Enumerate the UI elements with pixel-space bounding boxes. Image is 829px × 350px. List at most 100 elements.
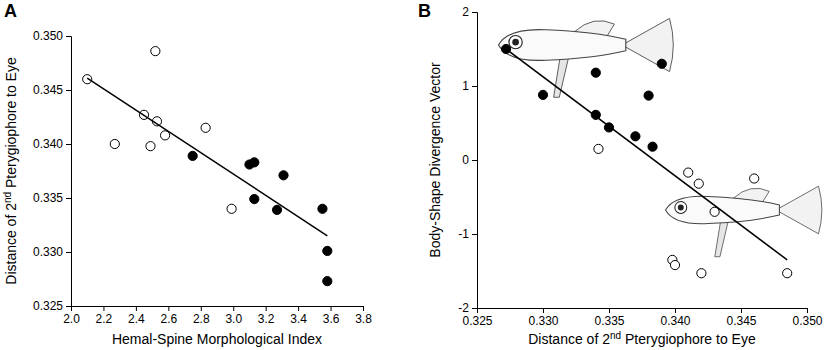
- y-tick-mark: [472, 234, 477, 235]
- x-tick-label: 3.6: [323, 312, 340, 326]
- point: [694, 179, 703, 188]
- y-tick: -1: [458, 227, 477, 241]
- y-tick-label: 0.340: [33, 137, 63, 151]
- y-tick-label: -2: [458, 301, 469, 315]
- fit-line: [506, 49, 787, 260]
- x-tick-mark: [298, 306, 299, 311]
- point: [594, 144, 603, 153]
- x-axis: 2.0 2.2 2.4 2.6 2.8 3.0 3.2 3.4 3.6 3.8: [63, 306, 372, 326]
- panel-title: B: [418, 1, 431, 21]
- x-tick: 0.350: [792, 308, 822, 328]
- y-axis-line: [472, 13, 478, 309]
- y-tick: 0.350: [33, 29, 71, 43]
- panel: B0.3250.3300.3350.3400.3450.350-2-1012Di…: [418, 1, 823, 347]
- x-tick-label: 2.2: [96, 312, 113, 326]
- point: [750, 174, 759, 183]
- y-tick-label: 0: [462, 153, 469, 167]
- fit-line: [87, 78, 327, 236]
- point: [250, 194, 259, 203]
- x-tick-label: 0.350: [792, 314, 822, 328]
- x-tick-label: 0.335: [594, 314, 624, 328]
- y-tick-mark: [66, 306, 71, 307]
- x-tick: 3.4: [290, 306, 307, 326]
- point: [250, 158, 259, 167]
- x-tick-label: 3.0: [225, 312, 242, 326]
- x-tick-label: 2.4: [128, 312, 145, 326]
- fish-illustration: [499, 18, 674, 97]
- y-tick-mark: [66, 144, 71, 145]
- y-axis-title: Distance of 2nd Pterygiophore to Eye: [2, 57, 20, 285]
- point: [151, 47, 160, 56]
- x-tick: 2.8: [193, 306, 210, 326]
- x-tick-label: 3.8: [355, 312, 372, 326]
- y-tick: 0.335: [33, 191, 71, 205]
- y-tick-mark: [472, 160, 477, 161]
- y-tick: 0.340: [33, 137, 71, 151]
- plot-area: [83, 47, 332, 286]
- x-tick-mark: [233, 306, 234, 311]
- point: [272, 205, 281, 214]
- x-tick-mark: [168, 306, 169, 311]
- y-tick: 1: [462, 79, 477, 93]
- y-tick-mark: [66, 90, 71, 91]
- point: [110, 139, 119, 148]
- x-tick-label: 0.325: [462, 314, 492, 328]
- fish-tail: [622, 18, 673, 71]
- y-tick-label: 0.345: [33, 83, 63, 97]
- x-tick: 0.335: [594, 308, 624, 328]
- point: [697, 269, 706, 278]
- x-tick-label: 2.8: [193, 312, 210, 326]
- x-tick-label: 2.6: [160, 312, 177, 326]
- y-tick-mark: [66, 198, 71, 199]
- x-tick-label: 2.0: [63, 312, 80, 326]
- x-tick-mark: [741, 308, 742, 313]
- y-axis-line: [66, 37, 72, 307]
- x-axis: 0.325 0.330 0.335 0.340 0.345 0.350: [462, 308, 822, 328]
- x-tick-mark: [331, 306, 332, 311]
- x-tick-label: 0.340: [660, 314, 690, 328]
- x-tick-mark: [136, 306, 137, 311]
- y-tick-mark: [66, 252, 71, 253]
- x-tick-mark: [201, 306, 202, 311]
- y-tick-label: -1: [458, 227, 469, 241]
- y-axis-title: Body-Shape Divergence Vector: [427, 62, 443, 258]
- y-tick: 0.330: [33, 245, 71, 259]
- y-tick-mark: [472, 12, 477, 13]
- x-tick: 0.345: [726, 308, 756, 328]
- x-tick-mark: [543, 308, 544, 313]
- y-axis: -2-1012: [458, 5, 477, 315]
- y-tick-label: 0.350: [33, 29, 63, 43]
- x-tick-mark: [363, 306, 364, 311]
- y-tick-mark: [472, 308, 477, 309]
- x-tick: 2.6: [160, 306, 177, 326]
- x-tick: 3.8: [355, 306, 372, 326]
- x-axis-title: Hemal-Spine Morphological Index: [112, 331, 322, 347]
- x-tick-label: 0.330: [528, 314, 558, 328]
- point: [318, 204, 327, 213]
- fish-tail: [776, 186, 822, 234]
- x-axis-title: Distance of 2nd Pterygiophore to Eye: [528, 330, 756, 348]
- x-tick: 0.340: [660, 308, 690, 328]
- figure: A2.02.22.42.62.83.03.23.43.63.80.3250.33…: [0, 0, 829, 350]
- point: [188, 151, 197, 160]
- y-tick: 0: [462, 153, 477, 167]
- fish-pupil: [512, 39, 519, 46]
- point: [591, 68, 600, 77]
- plot-area: [501, 44, 791, 277]
- point: [783, 269, 792, 278]
- y-tick-label: 0.335: [33, 191, 63, 205]
- point: [323, 246, 332, 255]
- y-tick: 0.325: [33, 299, 71, 313]
- x-tick: 2.0: [63, 306, 80, 326]
- point: [83, 75, 92, 84]
- y-tick: 0.345: [33, 83, 71, 97]
- x-tick-label: 3.2: [258, 312, 275, 326]
- point: [323, 277, 332, 286]
- x-tick-label: 0.345: [726, 314, 756, 328]
- point: [670, 260, 679, 269]
- fish-fin: [715, 220, 729, 257]
- x-tick: 0.330: [528, 308, 558, 328]
- point: [644, 91, 653, 100]
- point: [631, 132, 640, 141]
- fish-pupil: [678, 204, 684, 210]
